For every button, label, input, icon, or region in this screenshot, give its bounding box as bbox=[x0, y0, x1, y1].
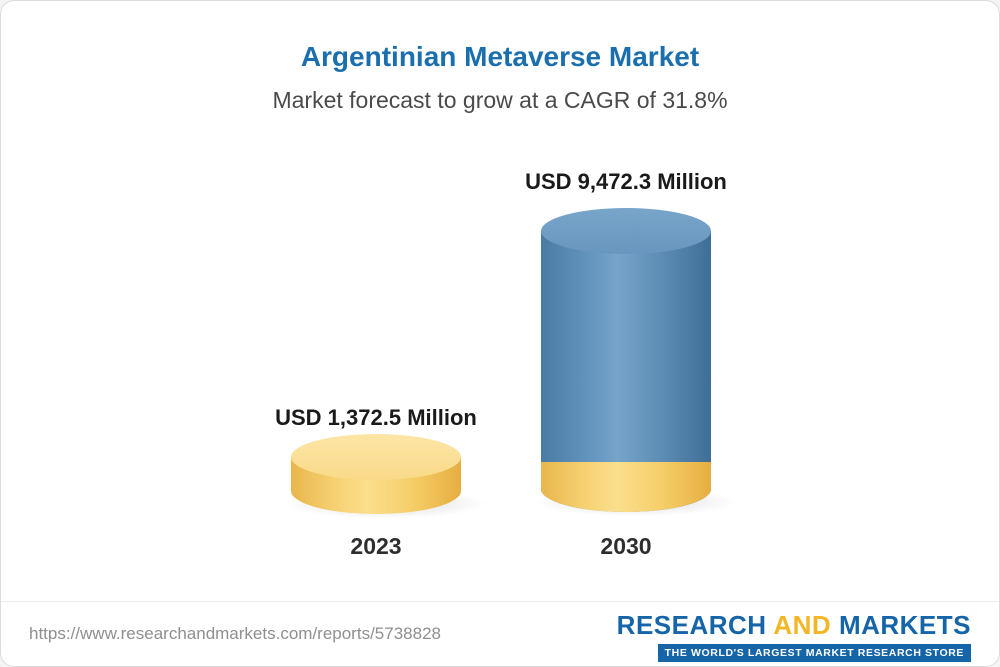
logo-word-and: AND bbox=[773, 610, 832, 640]
chart-title: Argentinian Metaverse Market bbox=[300, 41, 700, 72]
chart-subtitle: Market forecast to grow at a CAGR of 31.… bbox=[272, 87, 728, 113]
bar-2030-base-band bbox=[541, 462, 711, 512]
logo-word-research: RESEARCH bbox=[616, 610, 767, 640]
bar-2030-body bbox=[541, 231, 711, 512]
logo-word-markets: MARKETS bbox=[838, 610, 971, 640]
report-url: https://www.researchandmarkets.com/repor… bbox=[29, 624, 441, 643]
bar-2023-cylinder bbox=[291, 434, 461, 514]
bar-2023-top-ellipse bbox=[291, 434, 461, 480]
value-label-2023: USD 1,372.5 Million bbox=[275, 405, 477, 430]
value-label-2030: USD 9,472.3 Million bbox=[525, 169, 727, 194]
x-axis-label-2030: 2030 bbox=[600, 533, 652, 559]
x-axis-label-2023: 2023 bbox=[350, 533, 402, 559]
logo-wordmark: RESEARCH AND MARKETS bbox=[617, 610, 971, 641]
footer: https://www.researchandmarkets.com/repor… bbox=[1, 601, 999, 666]
logo-tagline: THE WORLD'S LARGEST MARKET RESEARCH STOR… bbox=[657, 644, 971, 662]
research-and-markets-logo: RESEARCH AND MARKETS THE WORLD'S LARGEST… bbox=[617, 610, 971, 662]
bar-2030-top-ellipse bbox=[541, 208, 711, 254]
bar-2030-cylinder bbox=[541, 208, 711, 512]
